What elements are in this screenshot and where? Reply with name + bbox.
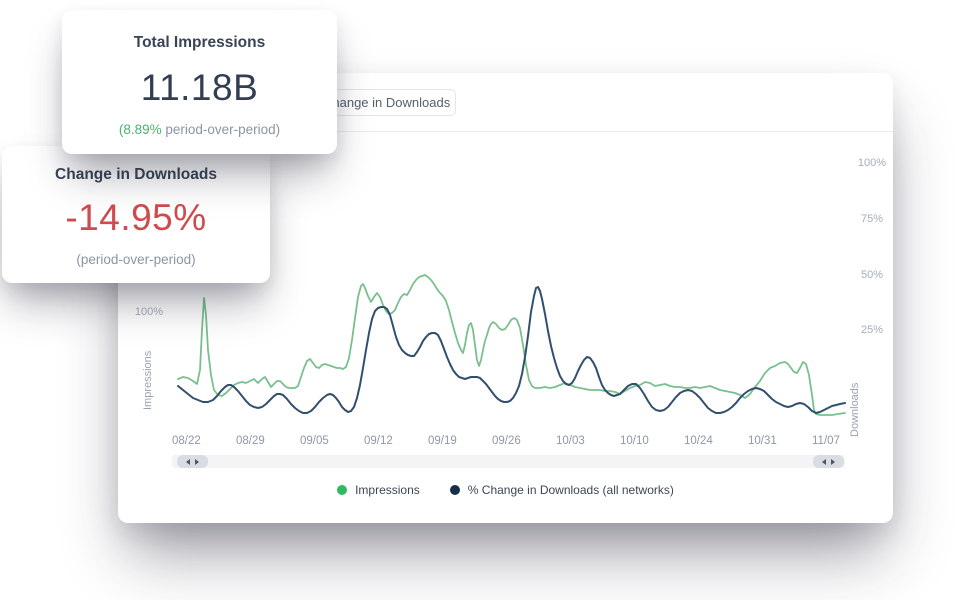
legend-item[interactable]: Impressions <box>337 483 420 497</box>
x-axis-label: 10/24 <box>684 435 713 447</box>
card-value: 11.18B <box>140 67 259 108</box>
scroll-left-icon <box>186 458 190 465</box>
x-axis-label: 09/26 <box>492 435 521 447</box>
scroll-right-icon <box>831 458 835 465</box>
right-axis-tick: 75% <box>860 213 884 225</box>
scroll-left-icon <box>822 458 826 465</box>
x-axis-label: 11/07 <box>812 435 840 447</box>
total-impressions-card: Total Impressions 11.18B (8.89% period-o… <box>62 10 337 154</box>
delta-value: (8.89% <box>118 122 162 137</box>
right-axis-tick: 100% <box>857 157 887 169</box>
change-in-downloads-card: Change in Downloads -14.95% (period-over… <box>2 146 270 283</box>
card-subtext: (period-over-period) <box>76 252 196 267</box>
x-axis-label: 09/19 <box>428 435 457 447</box>
x-axis-label: 10/10 <box>620 435 649 447</box>
scrollbar-left-handle[interactable] <box>177 455 208 468</box>
right-axis-title: Downloads <box>849 382 861 438</box>
right-axis-ticks: 100% 75% 50% 25% <box>850 73 894 413</box>
delta-suffix: period-over-period) <box>161 122 281 137</box>
legend-item[interactable]: % Change in Downloads (all networks) <box>449 483 674 497</box>
x-axis-labels: 08/22 08/29 09/05 09/12 09/19 09/26 10/03 10/10… <box>172 435 840 447</box>
x-axis-label: 08/22 <box>172 435 201 447</box>
card-title: Change in Downloads <box>55 166 217 183</box>
scrollbar-right-handle[interactable] <box>813 455 844 468</box>
legend-label: % Change in Downloads (all networks) <box>467 483 674 497</box>
right-axis-tick: 50% <box>860 269 884 281</box>
scroll-right-icon <box>195 458 199 465</box>
legend-dot-icon <box>337 485 348 495</box>
x-axis-label: 08/29 <box>236 435 265 447</box>
left-axis-title: Impressions <box>142 350 154 410</box>
x-axis-label: 10/03 <box>556 435 585 447</box>
x-axis-label: 10/31 <box>748 435 777 447</box>
legend-label: Impressions <box>355 483 420 497</box>
card-value: -14.95% <box>65 197 207 238</box>
header-divider <box>118 131 893 132</box>
x-axis-label: 09/12 <box>364 435 393 447</box>
card-title: Total Impressions <box>133 34 266 51</box>
chart-legend: Impressions % Change in Downloads (all ne… <box>118 483 893 497</box>
right-axis-tick: 25% <box>860 324 884 336</box>
legend-dot-icon <box>449 485 460 495</box>
metric-dropdown-value: Change in Downloads <box>323 95 451 110</box>
x-axis-label: 09/05 <box>300 435 329 447</box>
left-axis-tick: 100% <box>134 306 163 318</box>
chart-scrollbar-track[interactable] <box>172 455 845 468</box>
card-subtext: (8.89% period-over-period) <box>62 122 337 137</box>
